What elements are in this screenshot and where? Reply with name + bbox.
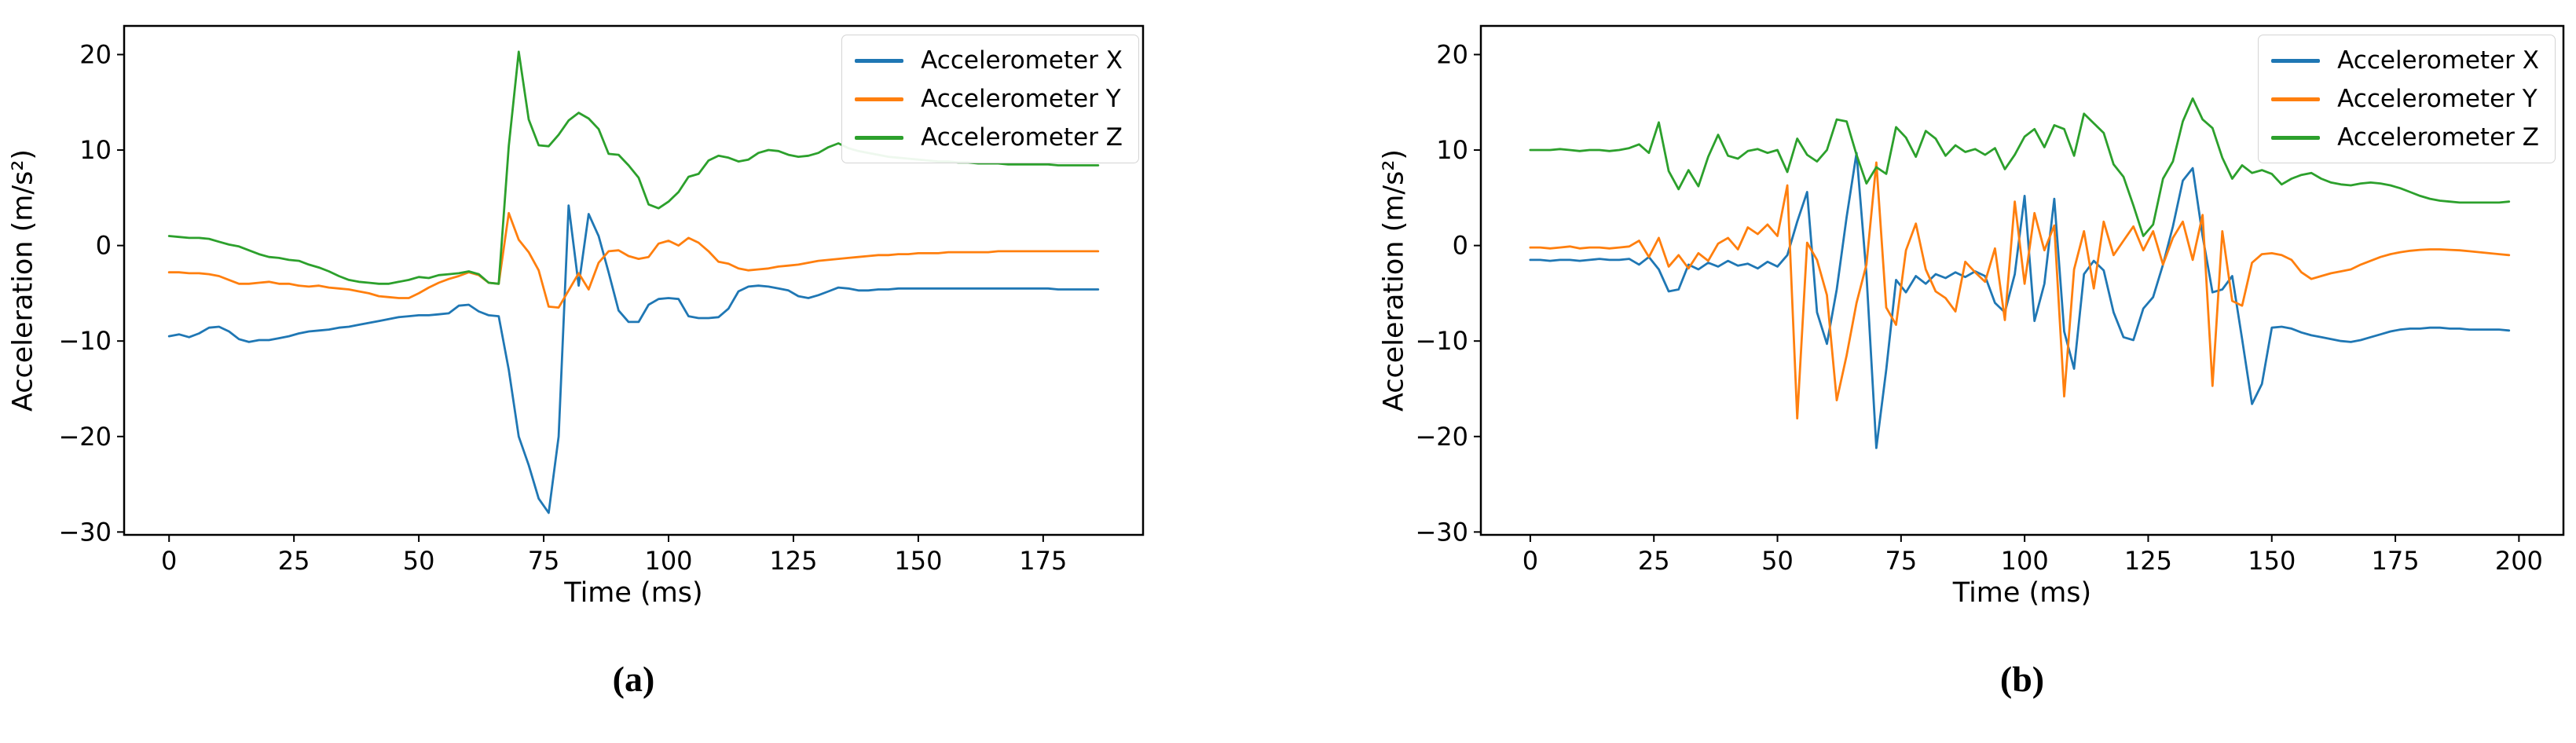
legend-line-swatch: [2271, 97, 2321, 101]
legend-item-y: Accelerometer Y: [2271, 83, 2539, 115]
series-line-x: [167, 204, 1100, 514]
x-tick-label: 25: [1638, 546, 1670, 576]
y-tick-label: 0: [96, 231, 112, 261]
legend-item-x: Accelerometer X: [855, 45, 1123, 76]
x-tick-label: 150: [2248, 546, 2296, 576]
legend-line-swatch: [855, 58, 904, 63]
plot-area-b: 0 25 50 75 100 125 150 175 200 −30 −20 −10 0 10 20: [1415, 24, 2565, 576]
legend-item-z: Accelerometer Z: [855, 122, 1123, 153]
y-tick-label: −20: [58, 422, 112, 452]
y-tick-label: 20: [79, 39, 112, 69]
legend-label: Accelerometer Y: [921, 85, 1121, 113]
chart-a: 0 25 50 75 100 125 150 175 −30 −20 −10 0 10 20 Accele…: [0, 0, 1226, 743]
y-tick-label: −10: [58, 326, 112, 356]
x-axis-label-a: Time (ms): [564, 577, 703, 609]
y-tick-label: −20: [1415, 422, 1468, 452]
y-tick-label: 20: [1436, 39, 1468, 69]
x-tick-label: 75: [528, 546, 560, 576]
x-tick-label: 25: [278, 546, 310, 576]
y-axis-label-b: Acceleration (m/s²): [1378, 148, 1410, 412]
x-tick-label: 125: [2124, 546, 2172, 576]
legend-a: Accelerometer X Accelerometer Y Accelerome…: [841, 35, 1139, 163]
legend-label: Accelerometer Z: [2337, 123, 2539, 152]
legend-line-swatch: [2271, 58, 2321, 63]
series-line-z: [1529, 97, 2511, 237]
legend-label: Accelerometer X: [921, 46, 1123, 75]
x-tick-label: 0: [161, 546, 177, 576]
x-tick-label: 125: [769, 546, 817, 576]
legend-item-y: Accelerometer Y: [855, 83, 1123, 115]
y-tick-label: 10: [79, 135, 112, 165]
subfigure-caption-a: (a): [612, 659, 655, 699]
legend-item-x: Accelerometer X: [2271, 45, 2539, 76]
plot-frame: [1479, 24, 2565, 536]
plot-frame: [123, 24, 1145, 536]
legend-b: Accelerometer X Accelerometer Y Accelerome…: [2258, 35, 2556, 163]
x-axis-label-b: Time (ms): [1952, 577, 2092, 609]
x-tick-label: 50: [1761, 546, 1794, 576]
chart-b: 0 25 50 75 100 125 150 175 200 −30 −20 −10 0 10 20 Acc…: [1288, 0, 2576, 743]
legend-line-swatch: [2271, 135, 2321, 140]
x-tick-label: 75: [1885, 546, 1917, 576]
subfigure-caption-b: (b): [1999, 659, 2045, 699]
x-tick-label: 100: [644, 546, 692, 576]
series-line-y: [167, 211, 1100, 309]
legend-line-swatch: [855, 135, 904, 140]
x-tick-label: 100: [2001, 546, 2049, 576]
legend-label: Accelerometer Z: [921, 123, 1123, 152]
x-tick-label: 50: [403, 546, 435, 576]
legend-label: Accelerometer Y: [2337, 85, 2538, 113]
legend-label: Accelerometer X: [2337, 46, 2539, 75]
x-tick-label: 175: [1019, 546, 1067, 576]
y-tick-label: −30: [58, 517, 112, 547]
x-tick-label: 200: [2495, 546, 2543, 576]
legend-item-z: Accelerometer Z: [2271, 122, 2539, 153]
y-tick-label: −30: [1415, 517, 1468, 547]
legend-line-swatch: [855, 97, 904, 101]
y-tick-label: −10: [1415, 326, 1468, 356]
series-line-y: [1529, 161, 2511, 420]
y-axis-label-a: Acceleration (m/s²): [7, 148, 39, 412]
y-tick-label: 0: [1453, 231, 1468, 261]
x-tick-label: 150: [894, 546, 942, 576]
series-line-x: [1529, 152, 2511, 449]
x-tick-label: 0: [1523, 546, 1538, 576]
y-tick-label: 10: [1436, 135, 1468, 165]
x-tick-label: 175: [2372, 546, 2420, 576]
